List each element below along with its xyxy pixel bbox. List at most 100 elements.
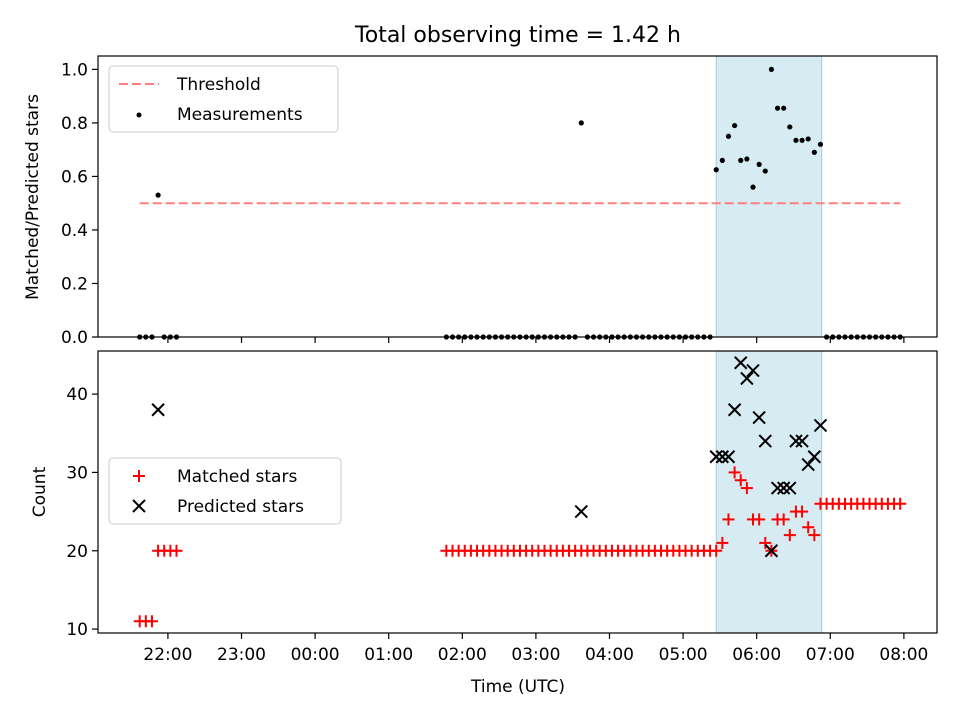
predicted-stars-legend-swatch <box>132 499 146 513</box>
predicted-stars-legend-label: Predicted stars <box>177 497 304 517</box>
top-y-tick-label: 1.0 <box>61 60 88 80</box>
predicted-star-point <box>758 434 772 448</box>
top-x-ticks <box>167 337 905 343</box>
predicted-star-stroke-b <box>752 410 766 425</box>
predicted-star-stroke-b <box>721 450 736 464</box>
x-tick-label: 23:00 <box>217 645 266 665</box>
bottom-data-marks <box>133 356 907 628</box>
bottom-y-axis-label: Count <box>30 466 50 517</box>
predicted-star-stroke-b <box>764 544 779 558</box>
matched-star-point <box>710 544 723 557</box>
measurement-point <box>762 168 768 174</box>
matched-star-point <box>808 529 821 542</box>
top-axes-frame <box>97 55 938 338</box>
predicted-star-point <box>727 403 742 417</box>
top-y-tick-label: 0.6 <box>61 167 88 187</box>
measurement-point <box>768 66 775 72</box>
matched-star-point <box>740 482 753 495</box>
observing-window-span <box>715 350 823 634</box>
top-y-ticks: 0.0 0.2 0.4 0.6 0.8 1.0 <box>61 60 98 348</box>
matched-star-point <box>722 513 735 526</box>
x-axis-label: Time (UTC) <box>470 677 565 697</box>
matched-stars-legend-swatch <box>133 470 145 482</box>
measurement-point <box>799 137 805 143</box>
predicted-star-point <box>574 504 588 519</box>
predicted-star-point <box>807 450 822 464</box>
measurement-point <box>738 157 744 163</box>
x-tick-label: 22:00 <box>143 645 192 665</box>
matched-star-point <box>894 497 907 510</box>
matched-star-point <box>753 513 766 526</box>
top-y-tick-label: 0.2 <box>61 274 88 294</box>
matched-star-point <box>734 474 747 487</box>
top-shaded-span <box>715 55 823 338</box>
measurements-legend-label: Measurements <box>177 105 303 125</box>
x-tick-label: 02:00 <box>438 645 487 665</box>
top-y-tick-label: 0.4 <box>61 221 88 241</box>
measurement-point <box>774 105 781 111</box>
bottom-legend: Matched stars Predicted stars <box>108 457 342 525</box>
bottom-x-ticks: 22:00 23:00 00:00 01:00 02:00 03:00 04:00 05:00… <box>143 633 928 665</box>
top-legend: Threshold Measurements <box>108 65 339 133</box>
threshold-legend-label: Threshold <box>176 75 261 95</box>
top-panel: 0.0 0.2 0.4 0.6 0.8 1.0 Matched/Predicted sta… <box>23 55 938 348</box>
top-y-tick-label: 0.0 <box>61 328 88 348</box>
x-tick-label: 03:00 <box>511 645 560 665</box>
top-y-tick-label: 0.8 <box>61 114 88 134</box>
matched-star-point <box>145 615 158 628</box>
measurement-point <box>713 167 719 173</box>
predicted-star-stroke-b <box>746 363 760 378</box>
predicted-star-point <box>734 356 748 370</box>
matched-star-point <box>170 544 183 557</box>
predicted-star-point <box>715 450 730 464</box>
matched-star-point <box>728 466 741 479</box>
predicted-star-stroke-b <box>813 418 828 433</box>
predicted-star-stroke-b <box>795 434 809 448</box>
predicted-star-stroke-b <box>783 481 797 495</box>
predicted-star-stroke-b <box>776 481 791 495</box>
measurement-point <box>155 192 161 198</box>
top-legend-box <box>108 65 339 133</box>
predicted-star-stroke-b <box>789 434 803 448</box>
measurement-point <box>781 105 787 111</box>
observing-window-span <box>715 55 823 338</box>
x-tick-label: 08:00 <box>879 645 928 665</box>
measurement-point <box>817 141 824 147</box>
measurement-point <box>725 133 732 139</box>
x-tick-label: 07:00 <box>806 645 855 665</box>
measurement-point <box>787 124 793 130</box>
predicted-star-stroke-b <box>758 434 772 448</box>
bottom-panel: 10 20 30 40 22:00 23:00 00:00 01:00 02:00 03:00 0… <box>30 350 938 697</box>
predicted-star-point <box>801 457 815 472</box>
matched-stars-legend-label: Matched stars <box>177 467 297 487</box>
predicted-star-stroke-b <box>740 371 754 386</box>
matched-star-point <box>759 536 772 549</box>
predicted-star-point <box>789 434 803 448</box>
top-y-axis-label: Matched/Predicted stars <box>23 94 43 300</box>
predicted-star-point <box>795 434 809 448</box>
x-tick-label: 04:00 <box>585 645 634 665</box>
bottom-y-tick-label: 20 <box>66 542 88 562</box>
bottom-shaded-span <box>715 350 823 634</box>
chart-title: Total observing time = 1.42 h <box>354 23 681 48</box>
matched-star-point <box>777 513 790 526</box>
x-tick-label: 01:00 <box>364 645 413 665</box>
measurement-point <box>732 122 738 129</box>
predicted-star-point <box>764 544 779 558</box>
predicted-star-point <box>746 363 760 378</box>
predicted-star-point <box>752 410 766 425</box>
predicted-star-point <box>783 481 797 495</box>
measurement-point <box>756 161 762 167</box>
predicted-star-point <box>770 481 785 495</box>
predicted-star-stroke-b <box>709 450 723 464</box>
measurement-point <box>744 156 750 162</box>
predicted-star-point <box>740 371 754 386</box>
bottom-y-ticks: 10 20 30 40 <box>66 385 98 640</box>
bottom-legend-box <box>108 457 342 525</box>
measurement-point <box>578 120 584 126</box>
measurement-point <box>750 184 756 190</box>
predicted-star-point <box>776 481 791 495</box>
measurement-point <box>805 136 811 142</box>
x-tick-label: 00:00 <box>291 645 340 665</box>
